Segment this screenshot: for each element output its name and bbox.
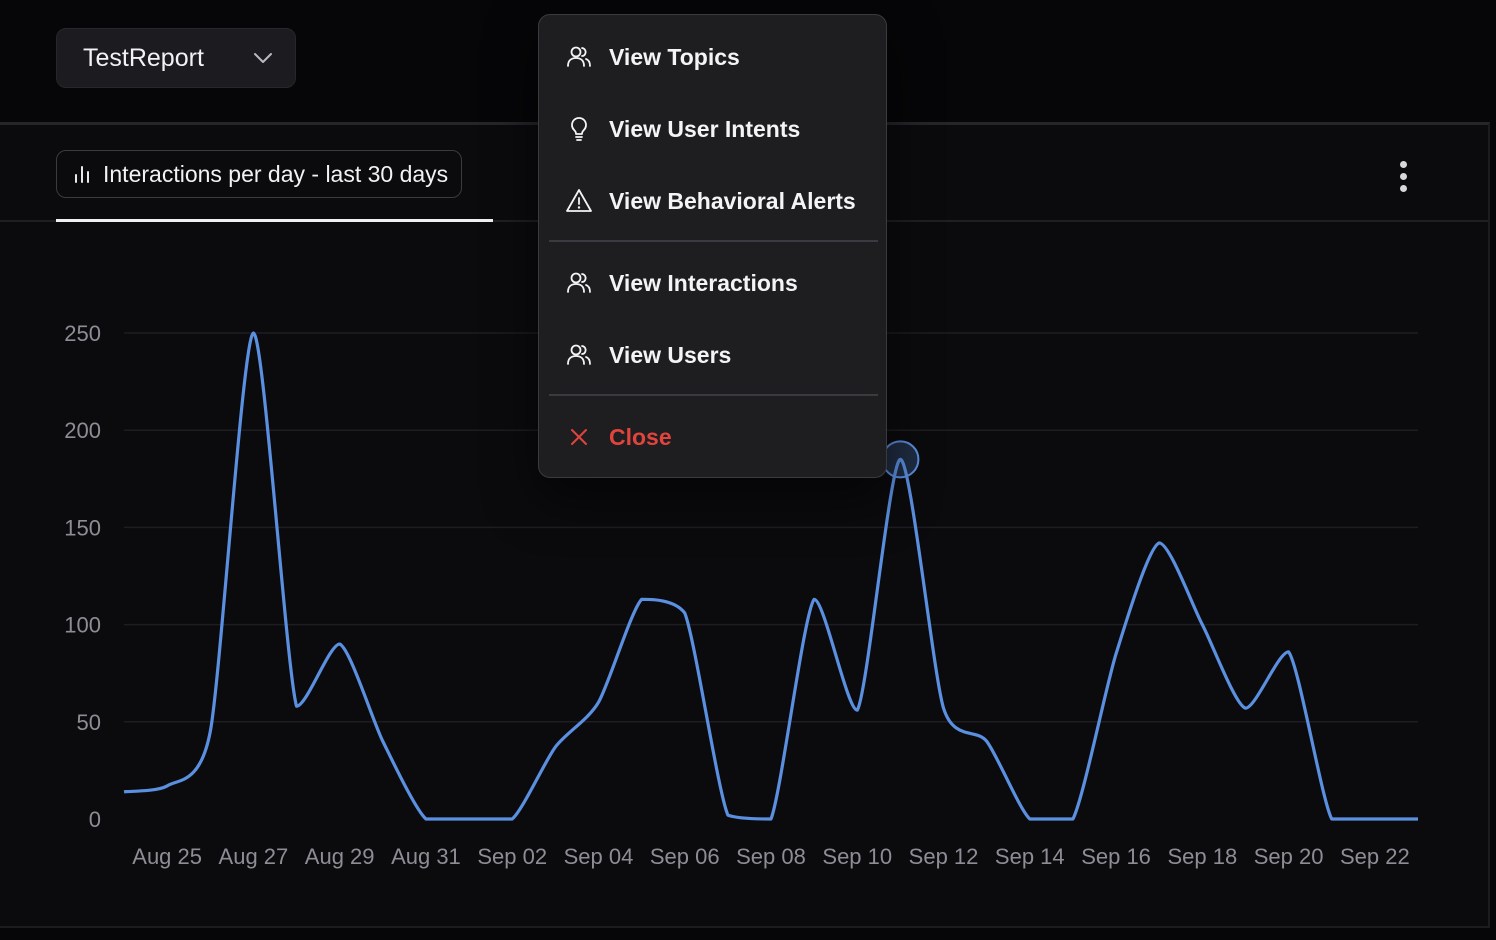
menu-item-label: View User Intents: [609, 115, 801, 142]
chevron-down-icon: [254, 53, 272, 63]
series-line: [123, 331, 1418, 821]
chart-series: [123, 331, 1418, 821]
tab-label: Interactions per day - last 30 days: [103, 160, 449, 187]
users-icon: [567, 344, 591, 365]
x-tick-label: Sep 20: [1254, 844, 1324, 869]
x-tick-label: Aug 25: [132, 844, 202, 869]
x-tick-label: Sep 06: [650, 844, 720, 869]
menu-item-label: View Topics: [609, 43, 740, 70]
y-tick-label: 100: [64, 613, 101, 638]
more-options-icon[interactable]: [1392, 157, 1416, 197]
x-tick-label: Aug 31: [391, 844, 461, 869]
x-tick-label: Sep 14: [995, 844, 1065, 869]
y-tick-label: 150: [64, 515, 101, 540]
menu-item-label: View Users: [609, 341, 732, 368]
x-tick-label: Sep 18: [1167, 844, 1237, 869]
menu-item-view-user-intents[interactable]: View User Intents: [547, 101, 878, 157]
highlighted-data-point: [881, 440, 920, 479]
y-tick-label: 0: [89, 807, 101, 832]
y-tick-label: 250: [64, 321, 101, 346]
users-icon: [567, 46, 591, 67]
close-label: Close: [609, 423, 672, 450]
x-tick-label: Sep 04: [564, 844, 634, 869]
context-menu: View Topics View User Intents View Behav…: [538, 14, 887, 478]
users-icon: [567, 272, 591, 293]
report-selector-value: TestReport: [83, 43, 204, 72]
x-axis-ticks: Aug 25 Aug 27 Aug 29 Aug 31 Sep 02 Sep 04 Sep …: [132, 844, 1409, 869]
x-tick-label: Aug 27: [219, 844, 289, 869]
x-tick-label: Aug 29: [305, 844, 375, 869]
x-tick-label: Sep 16: [1081, 844, 1151, 869]
menu-divider: [549, 240, 878, 242]
close-icon: [571, 429, 587, 445]
y-tick-label: 50: [77, 710, 101, 735]
tab-interactions-per-day[interactable]: Interactions per day - last 30 days: [56, 150, 463, 198]
menu-item-label: View Behavioral Alerts: [609, 187, 856, 214]
menu-item-view-users[interactable]: View Users: [547, 327, 878, 383]
x-tick-label: Sep 22: [1340, 844, 1410, 869]
menu-item-view-behavioral-alerts[interactable]: View Behavioral Alerts: [547, 173, 878, 229]
alert-triangle-icon: [566, 189, 592, 212]
x-tick-label: Sep 08: [736, 844, 806, 869]
y-axis-ticks: 0 50 100 150 200 250: [64, 321, 101, 832]
x-tick-label: Sep 10: [822, 844, 892, 869]
report-selector[interactable]: TestReport: [56, 28, 296, 88]
close-button[interactable]: Close: [547, 409, 878, 465]
menu-item-label: View Interactions: [609, 269, 798, 296]
menu-divider: [549, 394, 878, 396]
x-tick-label: Sep 12: [909, 844, 979, 869]
y-tick-label: 200: [64, 418, 101, 443]
lightbulb-icon: [571, 117, 587, 141]
bar-chart-icon: [75, 166, 89, 183]
active-tab-indicator: [56, 219, 493, 222]
menu-item-view-interactions[interactable]: View Interactions: [547, 255, 878, 311]
menu-item-view-topics[interactable]: View Topics: [547, 29, 878, 85]
x-tick-label: Sep 02: [477, 844, 547, 869]
